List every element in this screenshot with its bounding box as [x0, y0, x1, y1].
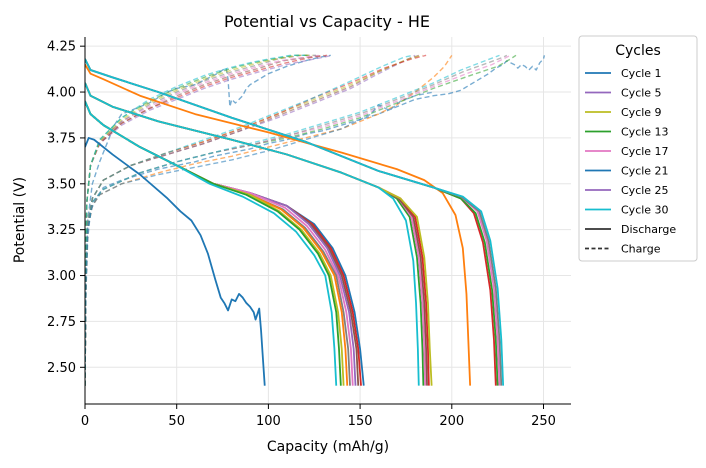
- x-tick-label: 0: [81, 414, 89, 429]
- y-tick-label: 4.00: [47, 86, 76, 101]
- y-tick-label: 4.25: [47, 40, 76, 55]
- chart-title: Potential vs Capacity - HE: [224, 12, 430, 31]
- y-tick-label: 3.75: [47, 131, 76, 146]
- legend-label: Cycle 25: [621, 184, 669, 197]
- x-tick-label: 50: [168, 414, 185, 429]
- charge-curve: [85, 54, 500, 386]
- legend-label: Charge: [621, 243, 661, 256]
- charge-curve: [85, 54, 306, 386]
- x-tick-label: 200: [439, 414, 464, 429]
- legend-label: Discharge: [621, 223, 676, 236]
- x-tick-label: 250: [531, 414, 556, 429]
- y-tick-label: 3.25: [47, 223, 76, 238]
- discharge-curve: [85, 100, 338, 386]
- y-tick-label: 3.50: [47, 177, 76, 192]
- discharge-curve: [85, 64, 472, 386]
- legend-label: Cycle 1: [621, 67, 662, 80]
- x-tick-label: 100: [256, 414, 281, 429]
- charge-curve: [85, 54, 320, 386]
- charge-curve: [85, 54, 324, 386]
- legend: Cycles Cycle 1 Cycle 5 Cycle 9 Cycle 13 Cycl…: [578, 35, 698, 262]
- y-axis-label: Potential (V): [12, 177, 28, 263]
- charge-curve: [85, 54, 414, 386]
- discharge-curve: [85, 58, 505, 386]
- charge-curve: [85, 54, 313, 386]
- discharge-curve: [85, 137, 266, 386]
- legend-label: Cycle 21: [621, 165, 669, 178]
- legend-label: Cycle 5: [621, 87, 662, 100]
- y-tick-label: 2.75: [47, 315, 76, 330]
- plot-series: [85, 54, 546, 386]
- legend-label: Cycle 17: [621, 145, 669, 158]
- x-tick-label: 150: [348, 414, 373, 429]
- discharge-curve: [85, 82, 420, 386]
- grid-lines: [84, 37, 571, 404]
- y-axis-ticks: 2.50 2.75 3.00 3.25 3.50 3.75 4.00 4.25: [47, 40, 85, 376]
- legend-label: Cycle 9: [621, 106, 662, 119]
- x-axis-ticks: 0 50 100 150 200 250: [81, 404, 556, 429]
- legend-label: Cycle 13: [621, 126, 669, 139]
- legend-title: Cycles: [615, 43, 661, 59]
- legend-label: Cycle 30: [621, 204, 669, 217]
- y-tick-label: 3.00: [47, 269, 76, 284]
- x-axis-label: Capacity (mAh/g): [267, 439, 389, 455]
- y-tick-label: 2.50: [47, 361, 76, 376]
- charge-curve: [85, 54, 333, 386]
- charge-curve: [85, 91, 434, 386]
